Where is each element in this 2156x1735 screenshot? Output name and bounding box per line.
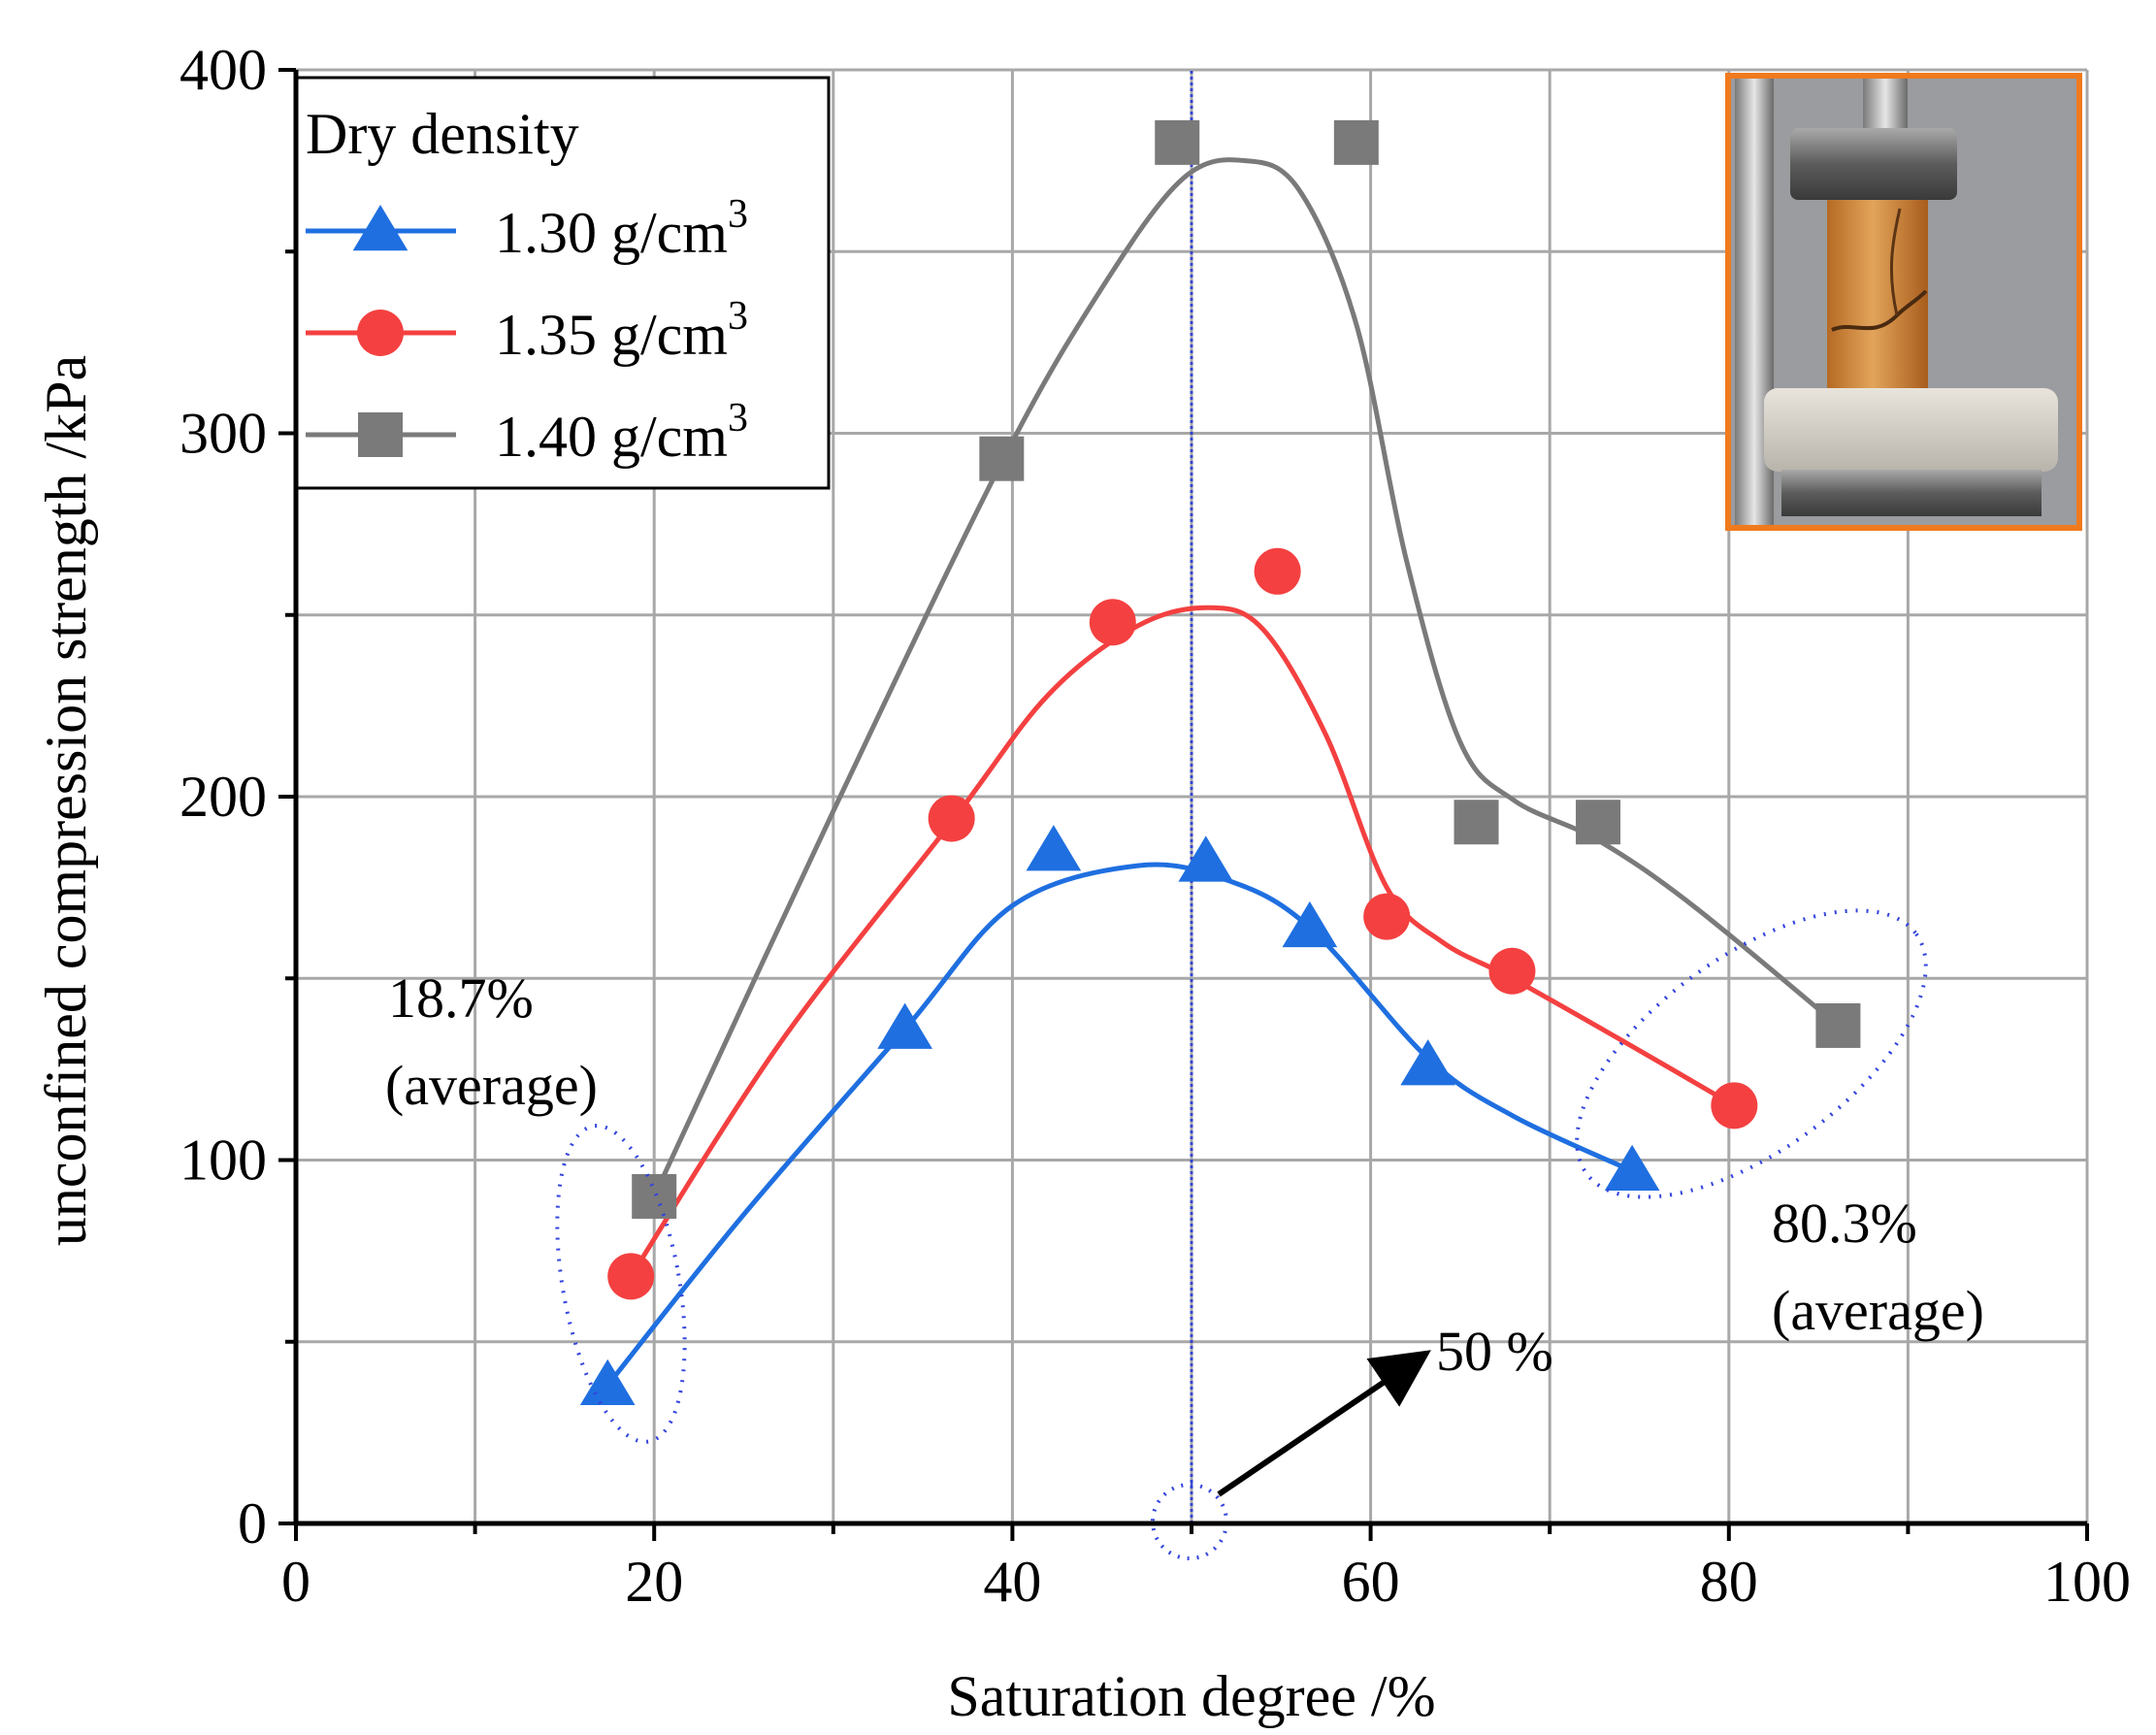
data-point-square [1454, 800, 1499, 845]
x-tick-label: 0 [281, 1550, 310, 1614]
annotation-50-label: 50 % [1436, 1320, 1553, 1383]
x-tick-label: 40 [983, 1550, 1041, 1614]
data-point-circle [928, 795, 975, 842]
data-point-circle [1254, 547, 1301, 595]
x-axis-title: Saturation degree /% [947, 1664, 1435, 1728]
legend: Dry density 1.30 g/cm3 1.35 g/cm3 1.40 g/c… [295, 76, 831, 490]
legend-label-superscript: 3 [728, 192, 748, 237]
data-point-triangle [1026, 825, 1082, 871]
data-point-square [1333, 119, 1379, 165]
annotation-right-value: 80.3% [1772, 1192, 1917, 1255]
legend-marker-triangle [352, 205, 408, 251]
data-point-circle [607, 1253, 655, 1300]
annotation-left-note: (average) [385, 1054, 598, 1117]
x-tick-label: 60 [1342, 1550, 1400, 1614]
legend-marker-circle [357, 310, 404, 356]
legend-title: Dry density [306, 102, 579, 166]
legend-label-superscript: 3 [728, 294, 748, 339]
annotation-right-note: (average) [1772, 1279, 1984, 1342]
data-point-triangle [1604, 1144, 1660, 1191]
x-tick-labels: 0 20 40 60 80 100 [281, 1550, 2131, 1614]
legend-marker-square [358, 412, 403, 457]
photo-top-plate [1790, 128, 1957, 200]
y-tick-label: 200 [180, 765, 267, 829]
photo-rod [1863, 79, 1908, 133]
y-axis-title: unconfined compression strength /kPa [34, 355, 98, 1246]
highlight-ellipse-left [555, 1124, 687, 1444]
photo-crack-2 [1889, 208, 1902, 316]
y-tick-labels: 0 100 200 300 400 [180, 38, 267, 1555]
x-tick-label: 80 [1700, 1550, 1758, 1614]
photo-base-plate [1764, 388, 2058, 472]
legend-label: 1.30 g/cm3 [495, 192, 748, 265]
data-point-square [1576, 800, 1621, 845]
annotation-50: 50 % [1217, 1320, 1553, 1497]
annotation-left: 18.7% (average) [385, 966, 598, 1117]
series-curve-circle [629, 605, 1736, 1278]
legend-label-superscript: 3 [728, 396, 748, 441]
legend-label: 1.40 g/cm3 [495, 396, 748, 469]
data-point-triangle [579, 1359, 636, 1405]
data-point-square [1155, 119, 1200, 165]
annotation-arrow [1217, 1350, 1431, 1497]
data-point-square [1815, 1002, 1861, 1048]
legend-label: 1.35 g/cm3 [495, 294, 748, 367]
series-curve-triangle [605, 862, 1634, 1388]
data-point-triangle [1178, 835, 1234, 882]
data-point-triangle [877, 1002, 932, 1049]
highlight-ellipse-right [1575, 908, 1928, 1199]
data-point-circle [1363, 893, 1411, 940]
x-tick-label: 20 [625, 1550, 683, 1614]
data-point-triangle [1400, 1039, 1456, 1086]
data-point-square [979, 436, 1025, 481]
data-point-triangle [1282, 900, 1338, 948]
x-tick-label: 100 [2043, 1550, 2131, 1614]
y-tick-label: 400 [180, 38, 267, 102]
specimen-photo [1725, 73, 2082, 531]
annotation-right: 80.3% (average) [1772, 1192, 1984, 1342]
data-point-circle [1089, 599, 1136, 646]
annotation-left-value: 18.7% [388, 966, 534, 1030]
y-tick-label: 100 [180, 1129, 267, 1193]
series-curve-square [651, 157, 1841, 1198]
data-point-circle [1488, 947, 1536, 995]
y-tick-label: 0 [238, 1491, 267, 1555]
data-point-circle [1711, 1082, 1758, 1129]
photo-crack [1831, 289, 1928, 332]
data-point-square [632, 1173, 677, 1219]
y-tick-label: 300 [180, 402, 267, 466]
photo-bottom-ring [1781, 470, 2042, 516]
